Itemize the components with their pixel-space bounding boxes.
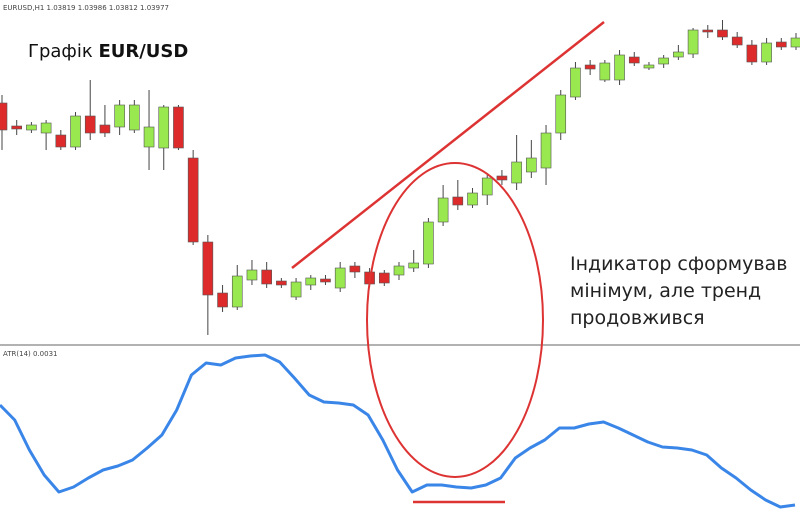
candle-body	[467, 192, 478, 206]
candle-body	[393, 265, 405, 276]
candle-body	[173, 106, 184, 149]
candle-body	[731, 36, 743, 46]
candle-body	[334, 267, 346, 289]
candle-body	[349, 265, 361, 273]
candle-body	[114, 104, 125, 128]
annotation: мінімум, але тренд	[570, 280, 761, 302]
candle-body	[790, 37, 800, 48]
candle-body	[570, 67, 581, 98]
candle-body	[614, 54, 625, 81]
candle-body	[746, 44, 758, 63]
candle-body	[99, 124, 111, 134]
candle-body	[11, 125, 23, 130]
candle-body	[290, 281, 302, 298]
candle-body	[320, 278, 331, 283]
candle-body	[408, 262, 420, 269]
candle-body	[84, 115, 96, 134]
annotation: Індикатор сформував	[570, 253, 787, 275]
trend-line	[291, 21, 605, 269]
highlight-ellipse	[366, 162, 544, 478]
candle-body	[658, 57, 669, 65]
caption-text: Графік	[28, 41, 93, 62]
candle-body	[26, 124, 37, 131]
candle-body	[526, 157, 537, 173]
candle-body	[540, 132, 552, 169]
candle-body	[70, 115, 81, 148]
candle-body	[276, 280, 287, 286]
candle-body	[378, 272, 390, 284]
candle-body	[452, 196, 464, 206]
candle-body	[55, 134, 67, 148]
candle-body	[761, 42, 772, 63]
candle-body	[628, 56, 640, 64]
candle-body	[246, 269, 258, 281]
candle-body	[599, 62, 611, 81]
candle-body	[129, 104, 140, 131]
candle-body	[305, 277, 317, 286]
price-header: EURUSD,H1 1.03819 1.03986 1.03812 1.0397…	[3, 4, 169, 12]
marks	[0, 20, 800, 509]
candle-body	[231, 275, 243, 308]
candle-body	[584, 64, 596, 70]
atr-line	[0, 353, 796, 509]
candle-body	[555, 94, 567, 134]
caption: Графік EUR/USD	[28, 41, 188, 62]
candle-body	[496, 175, 508, 181]
candle-body	[717, 29, 728, 38]
caption-bold: EUR/USD	[98, 41, 188, 62]
candle-body	[202, 241, 214, 296]
candle-body	[437, 197, 449, 223]
candle-body	[643, 64, 655, 69]
candle-body	[0, 102, 8, 131]
candle-body	[702, 29, 714, 33]
caption-box	[18, 30, 218, 72]
candle-body	[423, 221, 434, 265]
candle-body	[261, 269, 272, 285]
candle-body	[40, 122, 52, 134]
candle-body	[187, 157, 199, 243]
candle-body	[673, 51, 684, 58]
candle-body	[481, 177, 493, 196]
candle-body	[217, 292, 228, 308]
annotation: продовжився	[570, 307, 705, 329]
candle-body	[775, 41, 787, 48]
candle-body	[158, 106, 170, 149]
candle-body	[511, 161, 522, 184]
candle-body	[687, 29, 699, 55]
candle-body	[143, 126, 155, 148]
atr-label: ATR(14) 0.0031	[3, 350, 57, 358]
